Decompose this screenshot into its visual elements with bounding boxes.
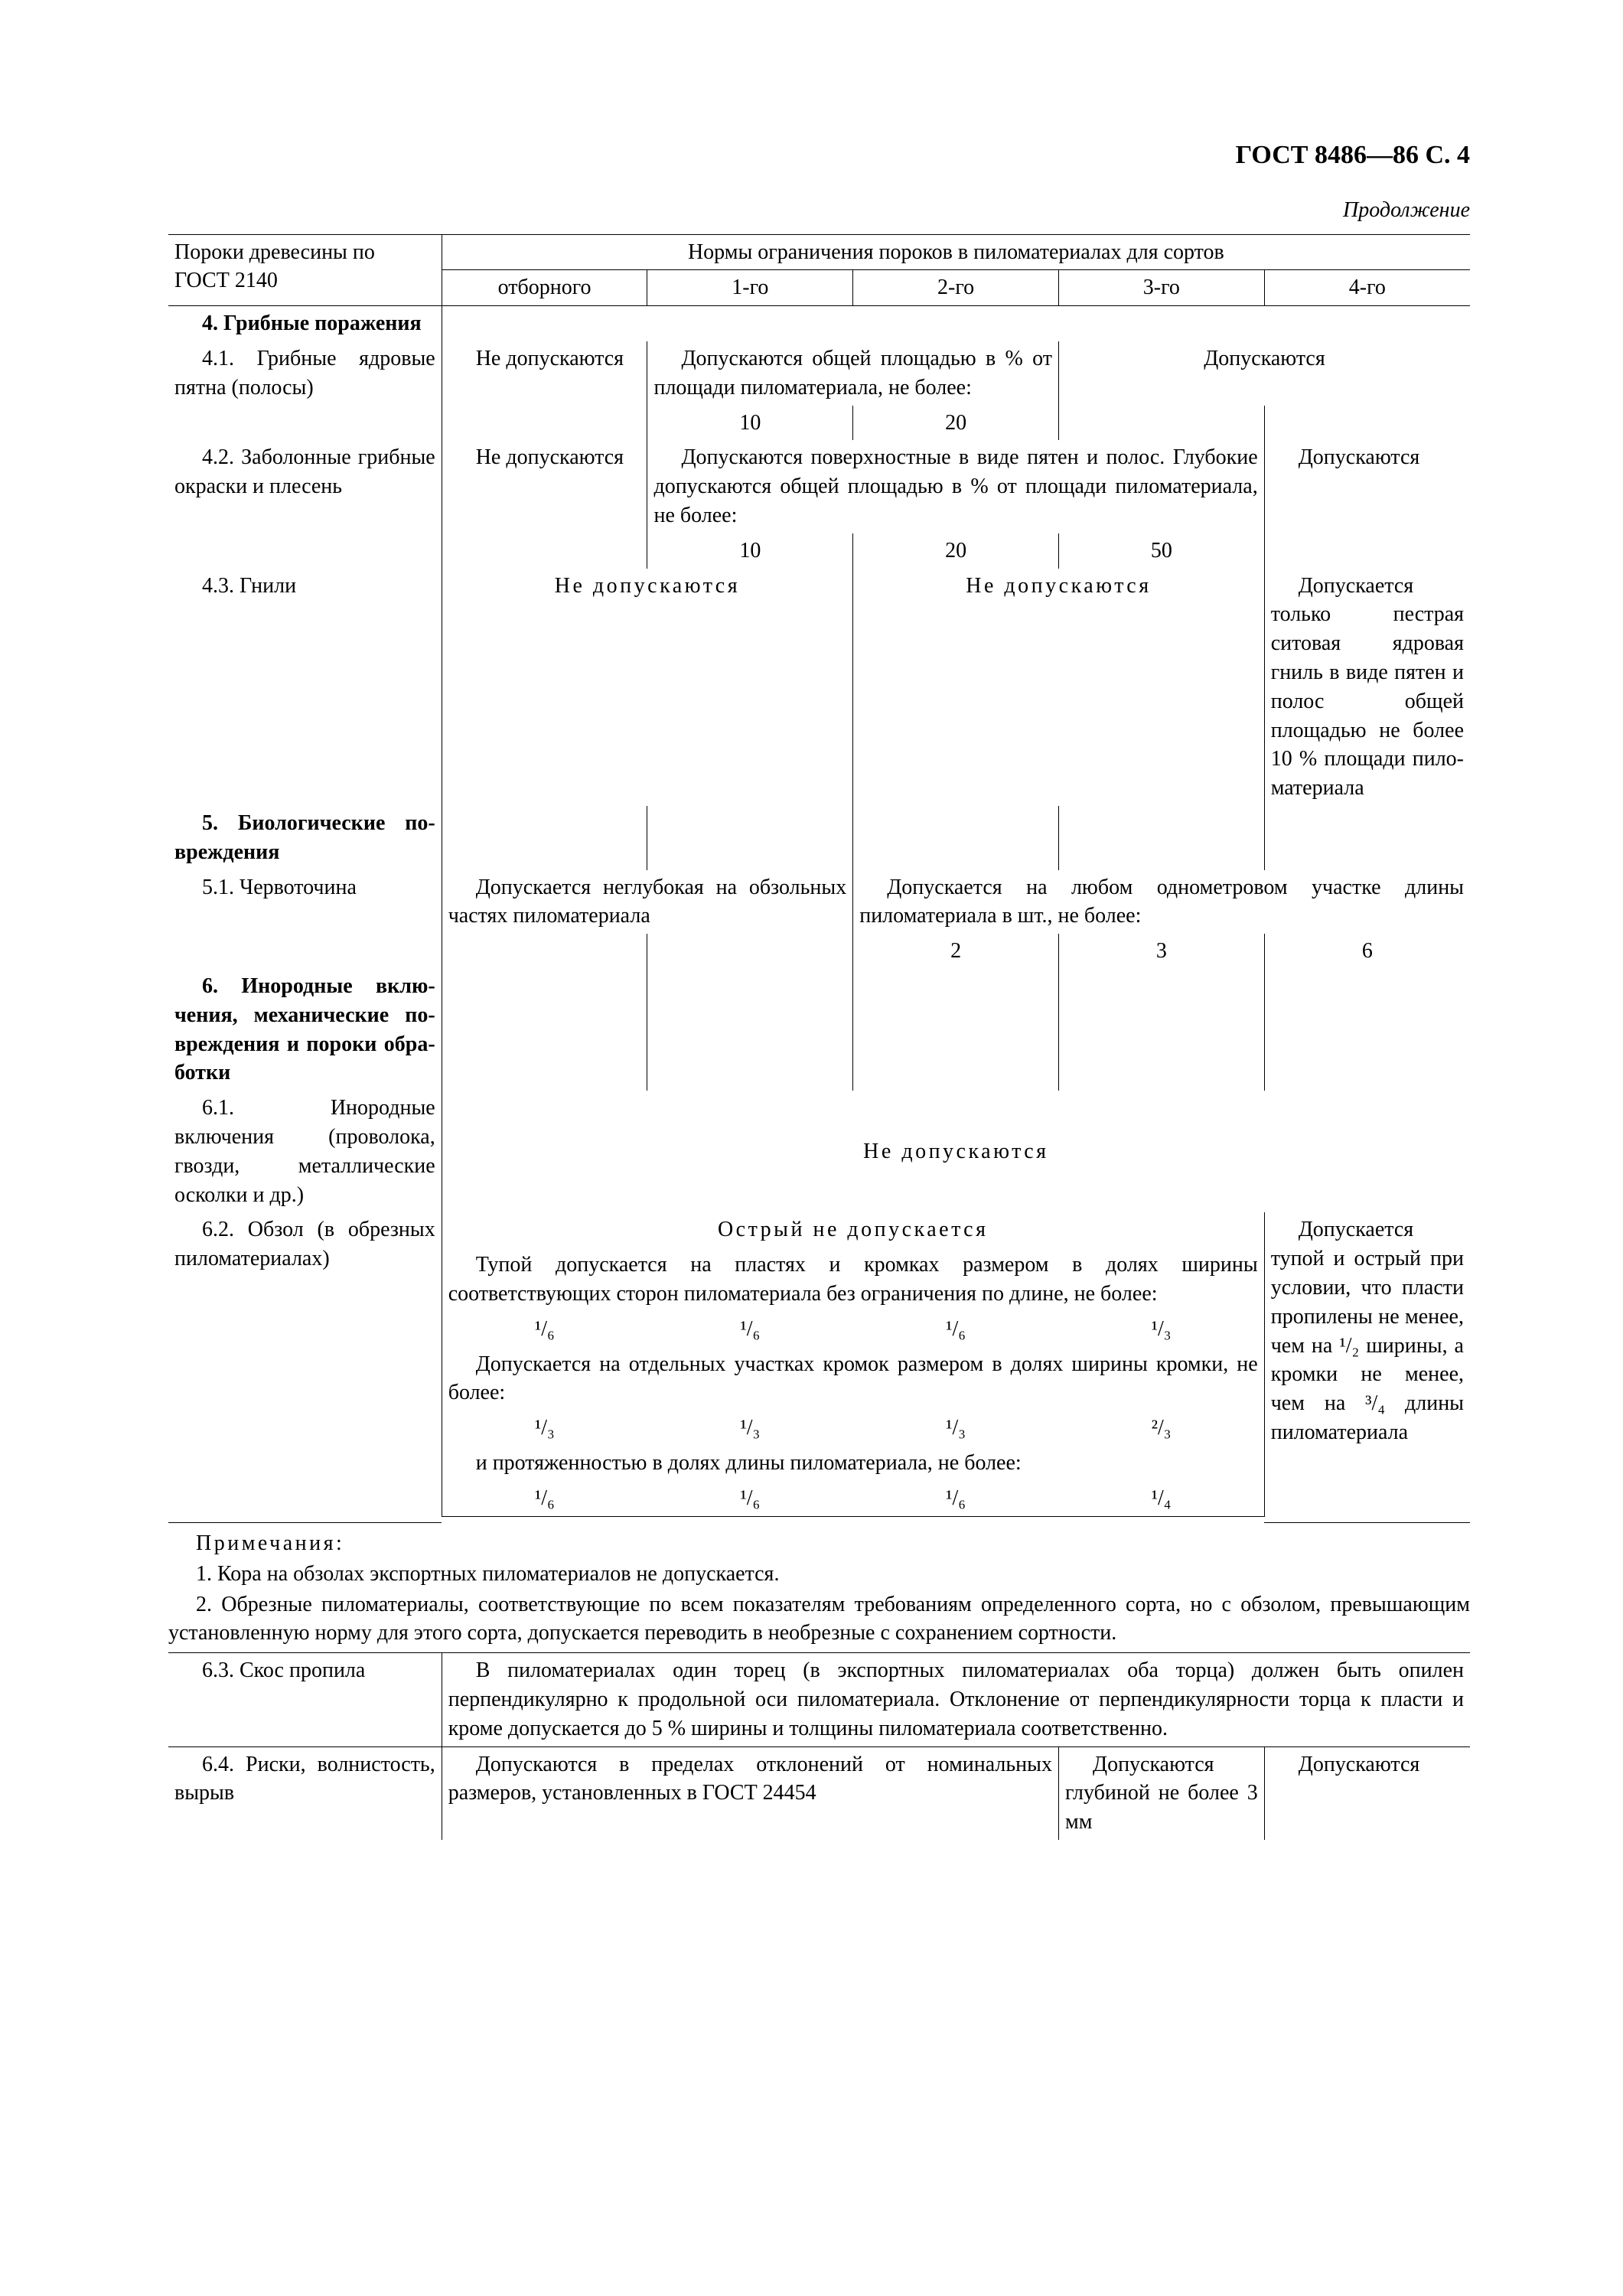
notes-block: Примечания: 1. Кора на обзолах экспортны… [168, 1529, 1470, 1648]
s6-2-r3-4: ¹/₄ [1058, 1481, 1264, 1516]
s4-2-c4: Допускаются [1264, 440, 1470, 533]
grade-3: 3-го [1058, 270, 1264, 306]
s6-2-sharp: Острый не допускается [442, 1212, 1264, 1247]
note-2: 2. Обрезные пиломатериалы, соответствующ… [168, 1590, 1470, 1649]
s5-1-v3: 3 [1058, 934, 1264, 969]
s6-2-r2-4: ²/₃ [1058, 1411, 1264, 1446]
s4-3-not-2: Не допускаются [853, 569, 1265, 806]
s4-2-v1: 10 [647, 533, 853, 569]
s6-1-label: 6.1. Инородные включения (проволока, гво… [168, 1091, 442, 1212]
s6-2-r3-3: ¹/₆ [853, 1481, 1059, 1516]
s4-1-c12-top: Допускаются общей пло­щадью в % от площа… [647, 341, 1059, 406]
s6-4-label: 6.4. Риски, волнис­тость, вырыв [168, 1746, 442, 1840]
s4-3-not-1: Не допускаются [442, 569, 853, 806]
notes-title: Примечания: [196, 1531, 344, 1555]
s4-1-v1: 10 [647, 406, 853, 441]
s4-3-label: 4.3. Гнили [168, 569, 442, 806]
s4-2-c123-top: Допускаются поверхностные в виде пятен и… [647, 440, 1264, 533]
note-1: 1. Кора на обзолах экспортных пиломатери… [168, 1560, 1470, 1589]
s5-1-v2: 2 [853, 934, 1059, 969]
s6-1-all: Не допускаются [442, 1091, 1470, 1212]
s6-2-r2-3: ¹/₃ [853, 1411, 1059, 1446]
s4-3-c4: Допускается только пестрая ситовая ядров… [1264, 569, 1470, 806]
s6-2-blunt-top: Тупой допускается на пластях и кромках р… [442, 1247, 1264, 1312]
continuation-label: Продолжение [168, 196, 1470, 225]
s6-2-mid: Допускается на отдельных участках кромок… [442, 1347, 1264, 1411]
s6-4-c012: Допускаются в пределах отклонений от ном… [442, 1746, 1058, 1840]
s6-2-label: 6.2. Обзол (в обрез­ных пиломатериалах) [168, 1212, 442, 1516]
s6-4-c4: Допускаются [1264, 1746, 1470, 1840]
s4-2-v2: 20 [853, 533, 1059, 569]
s6-2-r2-1: ¹/₃ [442, 1411, 647, 1446]
s4-2-c0: Не допуска­ются [442, 440, 647, 533]
grade-2: 2-го [853, 270, 1059, 306]
s6-2-r1-3: ¹/₆ [853, 1312, 1059, 1347]
s6-title: 6. Инородные вклю­чения, механические по… [174, 974, 435, 1084]
s6-2-r1-4: ¹/₃ [1058, 1312, 1264, 1347]
s4-1-c0: Не допуска­ются [442, 341, 647, 406]
s6-2-r3-2: ¹/₆ [647, 1481, 853, 1516]
s6-2-len: и протяженностью в долях длины пиломатер… [442, 1446, 1264, 1481]
s5-1-v4: 6 [1264, 934, 1470, 969]
s4-1-v2: 20 [853, 406, 1059, 441]
standards-table-cont: 6.3. Скос пропила В пиломатериалах один … [168, 1652, 1470, 1840]
s5-1-c234-top: Допускается на любом однометровом участк… [853, 870, 1470, 934]
s6-2-r1-1: ¹/₆ [442, 1312, 647, 1347]
grade-1: 1-го [647, 270, 853, 306]
standards-table: Пороки древесины по ГОСТ 2140 Нормы огра… [168, 234, 1470, 1523]
s4-1-c34: Допускаются [1058, 341, 1470, 406]
s6-2-c4: Допускается тупой и острый при условии, … [1264, 1212, 1470, 1516]
grade-0: отборного [442, 270, 647, 306]
s6-3-text: В пиломатериалах один торец (в экспортны… [442, 1653, 1470, 1746]
colhead-left-l2: ГОСТ 2140 [174, 266, 435, 295]
s6-2-r1-2: ¹/₆ [647, 1312, 853, 1347]
s6-2-r2-2: ¹/₃ [647, 1411, 853, 1446]
s6-3-label: 6.3. Скос пропила [168, 1653, 442, 1746]
colhead-left-l1: Пороки древесины по [174, 238, 435, 267]
s4-title: 4. Грибные пораже­ния [202, 311, 422, 335]
grade-4: 4-го [1264, 270, 1470, 306]
colhead-top: Нормы ограничения пороков в пиломатериал… [442, 234, 1470, 270]
s5-1-c0: Допускается неглубокая на обзольных част… [442, 870, 853, 934]
s6-2-r3-1: ¹/₆ [442, 1481, 647, 1516]
doc-header: ГОСТ 8486—86 С. 4 [168, 138, 1470, 173]
s6-4-c3: Допускают­ся глубиной не более 3 мм [1058, 1746, 1264, 1840]
s4-1-label: 4.1. Грибные ядровые пятна (полосы) [168, 341, 442, 406]
s4-2-label: 4.2. Заболонные грибные окраски и пле­се… [168, 440, 442, 533]
s4-2-v3: 50 [1058, 533, 1264, 569]
s5-1-label: 5.1. Червоточина [168, 870, 442, 934]
s5-title: 5. Биологические по­вреждения [174, 811, 435, 864]
